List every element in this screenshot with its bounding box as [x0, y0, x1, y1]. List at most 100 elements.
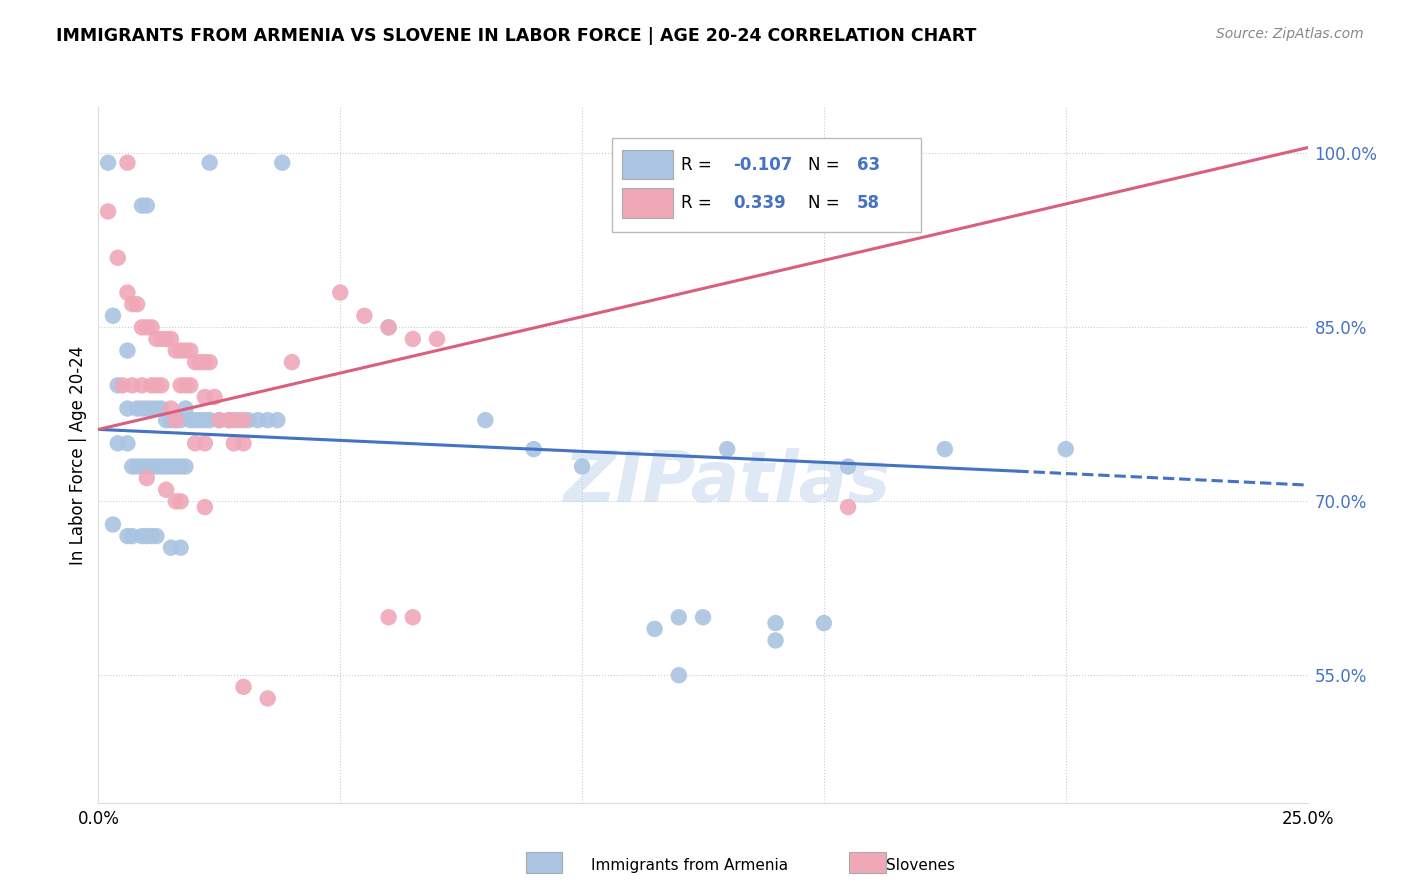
Point [160, 413, 183, 427]
Point [426, 332, 449, 346]
Point [135, 459, 157, 474]
Point [155, 332, 177, 346]
Point [204, 390, 226, 404]
Point [165, 343, 187, 358]
FancyBboxPatch shape [526, 852, 562, 873]
Point [813, 155, 835, 169]
Point [165, 413, 187, 427]
Point [127, 297, 149, 311]
Point [402, 610, 425, 624]
Point [135, 471, 157, 485]
Point [271, 155, 294, 169]
Point [813, 616, 835, 631]
Point [668, 668, 690, 682]
Point [141, 378, 163, 392]
Point [184, 436, 207, 450]
Point [101, 517, 124, 532]
Point [1054, 442, 1077, 457]
Point [145, 529, 167, 543]
Point [266, 413, 288, 427]
Point [174, 401, 197, 416]
Point [150, 401, 173, 416]
Point [107, 436, 129, 450]
Point [150, 459, 173, 474]
Point [716, 442, 738, 457]
Text: Source: ZipAtlas.com: Source: ZipAtlas.com [1216, 27, 1364, 41]
Point [184, 355, 207, 369]
Point [117, 285, 139, 300]
FancyBboxPatch shape [621, 188, 673, 218]
Point [377, 610, 399, 624]
Point [121, 297, 143, 311]
Point [194, 390, 217, 404]
Point [107, 251, 129, 265]
Point [179, 378, 201, 392]
Point [155, 459, 177, 474]
Point [117, 155, 139, 169]
FancyBboxPatch shape [613, 138, 921, 232]
Point [571, 459, 593, 474]
Point [934, 442, 956, 457]
Point [837, 459, 859, 474]
Point [174, 459, 197, 474]
Point [131, 199, 153, 213]
Point [208, 413, 231, 427]
Point [141, 320, 163, 334]
Point [194, 436, 217, 450]
Point [377, 320, 399, 334]
Point [135, 529, 157, 543]
Point [145, 378, 167, 392]
Text: 63: 63 [856, 156, 880, 174]
Point [188, 413, 211, 427]
Text: ZIPatlas: ZIPatlas [564, 449, 891, 517]
Point [232, 680, 254, 694]
Point [117, 343, 139, 358]
Point [194, 500, 217, 514]
Point [765, 616, 787, 631]
Point [131, 378, 153, 392]
Text: R =: R = [682, 156, 717, 174]
Point [155, 413, 177, 427]
Point [145, 401, 167, 416]
Point [165, 413, 187, 427]
Point [101, 309, 124, 323]
Point [145, 332, 167, 346]
Point [135, 320, 157, 334]
Text: N =: N = [808, 194, 845, 212]
Point [228, 413, 250, 427]
Point [644, 622, 666, 636]
Point [131, 529, 153, 543]
Point [174, 378, 197, 392]
Point [117, 529, 139, 543]
Point [198, 355, 221, 369]
Point [135, 199, 157, 213]
Point [402, 332, 425, 346]
Point [160, 541, 183, 555]
Point [141, 529, 163, 543]
Point [121, 378, 143, 392]
Point [169, 413, 191, 427]
Point [194, 413, 217, 427]
Point [150, 332, 173, 346]
Point [208, 413, 231, 427]
Point [111, 378, 134, 392]
Point [127, 459, 149, 474]
Point [281, 355, 304, 369]
Text: -0.107: -0.107 [734, 156, 793, 174]
Point [117, 401, 139, 416]
Point [179, 413, 201, 427]
Point [218, 413, 240, 427]
FancyBboxPatch shape [849, 852, 886, 873]
FancyBboxPatch shape [621, 150, 673, 179]
Point [256, 691, 278, 706]
Point [169, 343, 191, 358]
Point [127, 401, 149, 416]
Point [837, 500, 859, 514]
Point [169, 378, 191, 392]
Point [179, 343, 201, 358]
Point [150, 378, 173, 392]
Point [247, 413, 270, 427]
Text: R =: R = [682, 194, 723, 212]
Point [765, 633, 787, 648]
Point [238, 413, 260, 427]
